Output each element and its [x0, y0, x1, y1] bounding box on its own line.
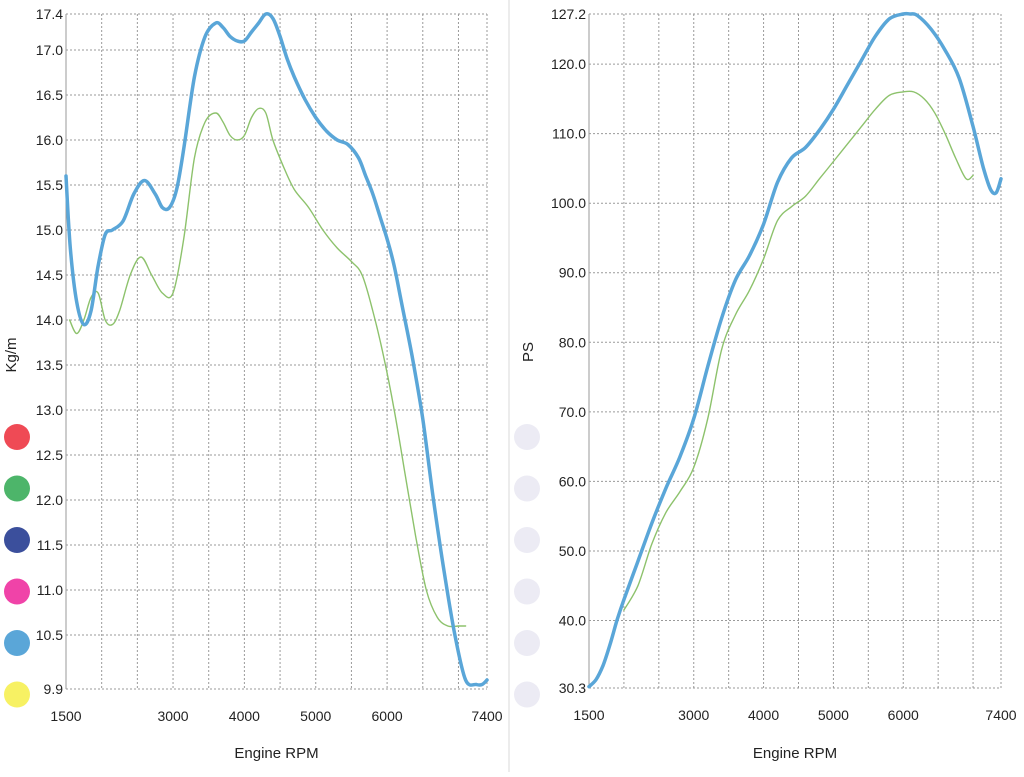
- power-x-tick-label: 6000: [888, 707, 919, 723]
- power-y-tick-label: 40.0: [559, 613, 586, 629]
- torque-legend-dot[interactable]: [4, 578, 30, 605]
- torque-series-line-1: [64, 12, 489, 687]
- torque-x-tick-label: 1500: [50, 708, 81, 724]
- torque-x-axis-label: Engine RPM: [234, 745, 318, 762]
- power-x-axis-label: Engine RPM: [753, 745, 837, 762]
- power-legend-dot[interactable]: [514, 424, 540, 450]
- power-grid: [588, 13, 1002, 689]
- torque-series-line-2: [68, 107, 467, 628]
- torque-y-tick-label: 16.5: [36, 87, 63, 103]
- power-legend-dot[interactable]: [514, 475, 540, 502]
- torque-legend-dot[interactable]: [4, 475, 30, 502]
- torque-x-tick-label: 7400: [471, 708, 502, 724]
- torque-y-tick-label: 13.0: [36, 402, 63, 418]
- torque-x-tick-label: 6000: [372, 708, 403, 724]
- power-x-tick-label: 5000: [818, 707, 849, 723]
- power-legend-dot[interactable]: [514, 578, 540, 605]
- power-chart: 30.3 40.0 50.0 60.0 70.0 80.0 90.0 100.0 110.0 12…: [514, 6, 1017, 762]
- torque-y-tick-label: 12.5: [36, 447, 63, 463]
- torque-y-tick-label: 10.5: [36, 627, 63, 643]
- power-y-tick-label: 90.0: [559, 265, 586, 281]
- torque-y-tick-label: 11.0: [37, 582, 63, 598]
- torque-legend-dot[interactable]: [4, 424, 30, 450]
- power-legend: [514, 424, 540, 708]
- power-y-tick-label: 50.0: [559, 543, 586, 559]
- torque-x-tick-label: 4000: [229, 708, 260, 724]
- power-series-line-2: [623, 90, 974, 611]
- torque-x-tick-label: 3000: [157, 708, 188, 724]
- power-x-tick-label: 3000: [678, 707, 709, 723]
- power-y-tick-label: 100.0: [551, 195, 586, 211]
- torque-y-tick-label: 13.5: [36, 357, 63, 373]
- power-series-line-1: [587, 11, 1003, 689]
- power-x-tick-label: 7400: [985, 707, 1016, 723]
- power-x-tick-label: 1500: [573, 707, 604, 723]
- power-legend-dot[interactable]: [514, 681, 540, 708]
- torque-legend: [4, 424, 30, 708]
- power-x-tick-label: 4000: [748, 707, 779, 723]
- power-y-tick-label: 127.2: [551, 6, 586, 22]
- torque-y-tick-label: 14.5: [36, 267, 63, 283]
- torque-y-axis-label: Kg/m: [3, 337, 20, 372]
- torque-y-tick-label: 15.5: [36, 177, 63, 193]
- torque-legend-dot[interactable]: [4, 527, 30, 553]
- power-y-tick-label: 30.3: [559, 680, 586, 696]
- power-y-tick-label: 80.0: [559, 334, 586, 350]
- torque-chart: 9.9 10.5 11.0 11.5 12.0 12.5 13.0 13.5 14.0 14.5 1…: [3, 6, 503, 762]
- power-y-tick-label: 120.0: [551, 56, 586, 72]
- torque-y-tick-label: 17.4: [36, 6, 63, 22]
- power-legend-dot[interactable]: [514, 630, 540, 656]
- power-y-tick-label: 110.0: [552, 126, 586, 142]
- torque-y-tick-label: 12.0: [36, 492, 63, 508]
- torque-x-tick-label: 5000: [300, 708, 331, 724]
- power-y-axis-label: PS: [520, 342, 537, 362]
- torque-legend-dot[interactable]: [4, 630, 30, 656]
- torque-legend-dot[interactable]: [4, 681, 30, 708]
- torque-y-tick-label: 15.0: [36, 222, 63, 238]
- torque-y-tick-label: 14.0: [36, 312, 63, 328]
- torque-y-tick-label: 16.0: [36, 132, 63, 148]
- power-y-tick-label: 70.0: [559, 404, 586, 420]
- torque-y-tick-label: 9.9: [44, 681, 64, 697]
- power-legend-dot[interactable]: [514, 527, 540, 553]
- torque-grid: [65, 13, 488, 690]
- torque-y-tick-label: 17.0: [36, 42, 63, 58]
- power-y-tick-label: 60.0: [559, 473, 586, 489]
- torque-y-tick-label: 11.5: [37, 537, 63, 553]
